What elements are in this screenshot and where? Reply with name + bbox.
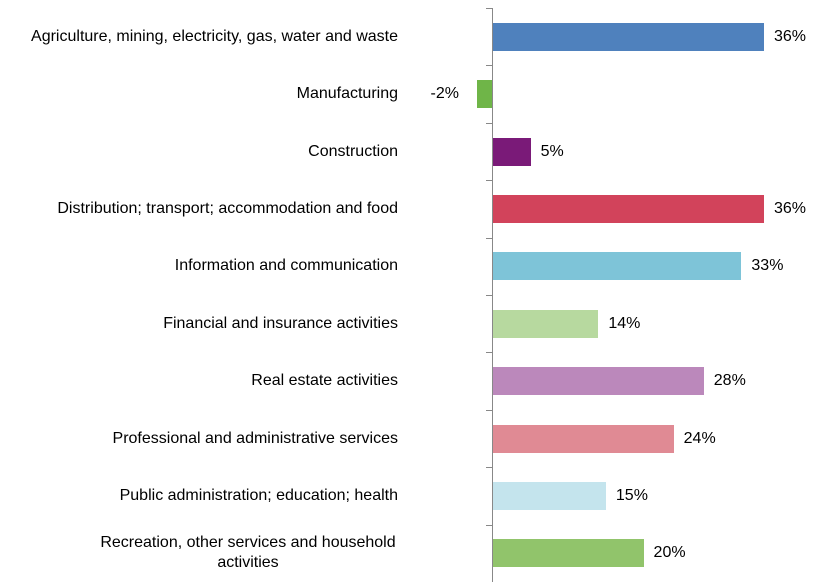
axis-line — [492, 8, 493, 582]
bar — [493, 481, 606, 510]
bar — [493, 137, 531, 166]
bar — [493, 424, 674, 453]
bar — [493, 194, 764, 223]
category-label: Distribution; transport; accommodation a… — [57, 181, 398, 237]
bar — [493, 22, 764, 51]
category-text: Information and communication — [174, 257, 398, 275]
category-label: Construction — [308, 124, 398, 180]
category-text: Public administration; education; health — [119, 486, 398, 504]
axis-tick — [486, 352, 492, 354]
axis-tick — [486, 8, 492, 9]
category-label: Recreation, other services and household… — [98, 525, 398, 581]
axis-tick — [486, 295, 492, 296]
bar — [493, 309, 599, 338]
axis-tick — [486, 180, 492, 182]
category-label: Public administration; education; health — [120, 468, 398, 524]
value-label: 28% — [713, 372, 746, 390]
category-text: Manufacturing — [296, 85, 398, 103]
category-label: Agriculture, mining, electricity, gas, w… — [31, 9, 398, 65]
category-text: Distribution; transport; accommodation a… — [57, 199, 398, 217]
category-label: Manufacturing — [297, 66, 398, 122]
value-label: 20% — [653, 544, 686, 562]
category-text: Construction — [308, 142, 398, 160]
bar — [493, 367, 704, 396]
category-text: Real estate activities — [251, 372, 398, 390]
value-label: 36% — [774, 199, 807, 217]
category-text: Recreation, other services and household… — [100, 534, 396, 572]
axis-tick — [486, 65, 492, 67]
bar — [493, 539, 644, 568]
value-label: 14% — [608, 314, 641, 332]
bar — [493, 252, 742, 281]
category-text: Professional and administrative services — [112, 429, 398, 447]
value-label: 5% — [540, 142, 564, 160]
value-label: 24% — [683, 429, 716, 447]
axis-tick — [486, 122, 492, 124]
value-label: 33% — [751, 257, 784, 275]
axis-tick — [486, 467, 492, 469]
category-text: Financial and insurance activities — [163, 314, 398, 332]
category-label: Professional and administrative services — [113, 411, 398, 467]
value-label: 36% — [774, 27, 807, 45]
axis-tick — [486, 524, 492, 526]
axis-tick — [486, 237, 492, 239]
category-text: Agriculture, mining, electricity, gas, w… — [31, 27, 398, 45]
category-label: Real estate activities — [251, 353, 398, 409]
axis-tick — [486, 409, 492, 411]
value-label: -2% — [430, 85, 459, 103]
category-label: Information and communication — [175, 238, 398, 294]
bar — [476, 80, 492, 109]
value-label: 15% — [615, 486, 648, 504]
category-label: Financial and insurance activities — [163, 296, 398, 352]
